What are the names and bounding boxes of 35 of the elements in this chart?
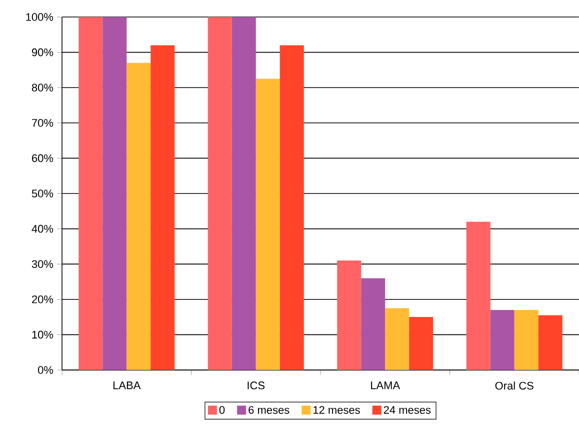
y-tick-label: 100% (26, 13, 54, 21)
legend-label: 0 (219, 406, 225, 414)
y-tick-label: 40% (32, 224, 54, 233)
bar (466, 222, 490, 370)
bar (538, 315, 562, 370)
y-tick-label: 60% (32, 154, 54, 162)
bar (208, 16, 232, 370)
x-tick-label: LABA (113, 382, 141, 390)
bar (102, 16, 127, 370)
y-tick-label: 80% (32, 84, 54, 92)
legend-label: 12 meses (313, 406, 360, 414)
y-tick-label: 10% (32, 330, 54, 339)
y-tick-label: 50% (32, 190, 54, 198)
bar (361, 278, 386, 370)
y-tick-label: 70% (32, 119, 54, 127)
bar (490, 310, 514, 370)
x-tick-label: LAMA (371, 382, 400, 390)
bar (126, 62, 151, 370)
bar (256, 78, 280, 370)
bar (409, 317, 434, 370)
x-tick-label: ICS (248, 382, 265, 390)
legend-label: 24 meses (384, 406, 431, 414)
legend-label: 6 meses (248, 406, 290, 414)
bar (78, 16, 103, 370)
bar (514, 310, 538, 370)
x-tick-label: Oral CS (495, 382, 534, 390)
bar (232, 16, 256, 370)
y-tick-label: 20% (32, 296, 54, 304)
bar (150, 45, 175, 370)
bar (385, 308, 410, 370)
bar (337, 260, 362, 370)
bar (280, 45, 304, 370)
y-tick-label: 0% (38, 366, 54, 374)
y-tick-label: 90% (32, 48, 54, 56)
y-tick-label: 30% (32, 260, 54, 268)
